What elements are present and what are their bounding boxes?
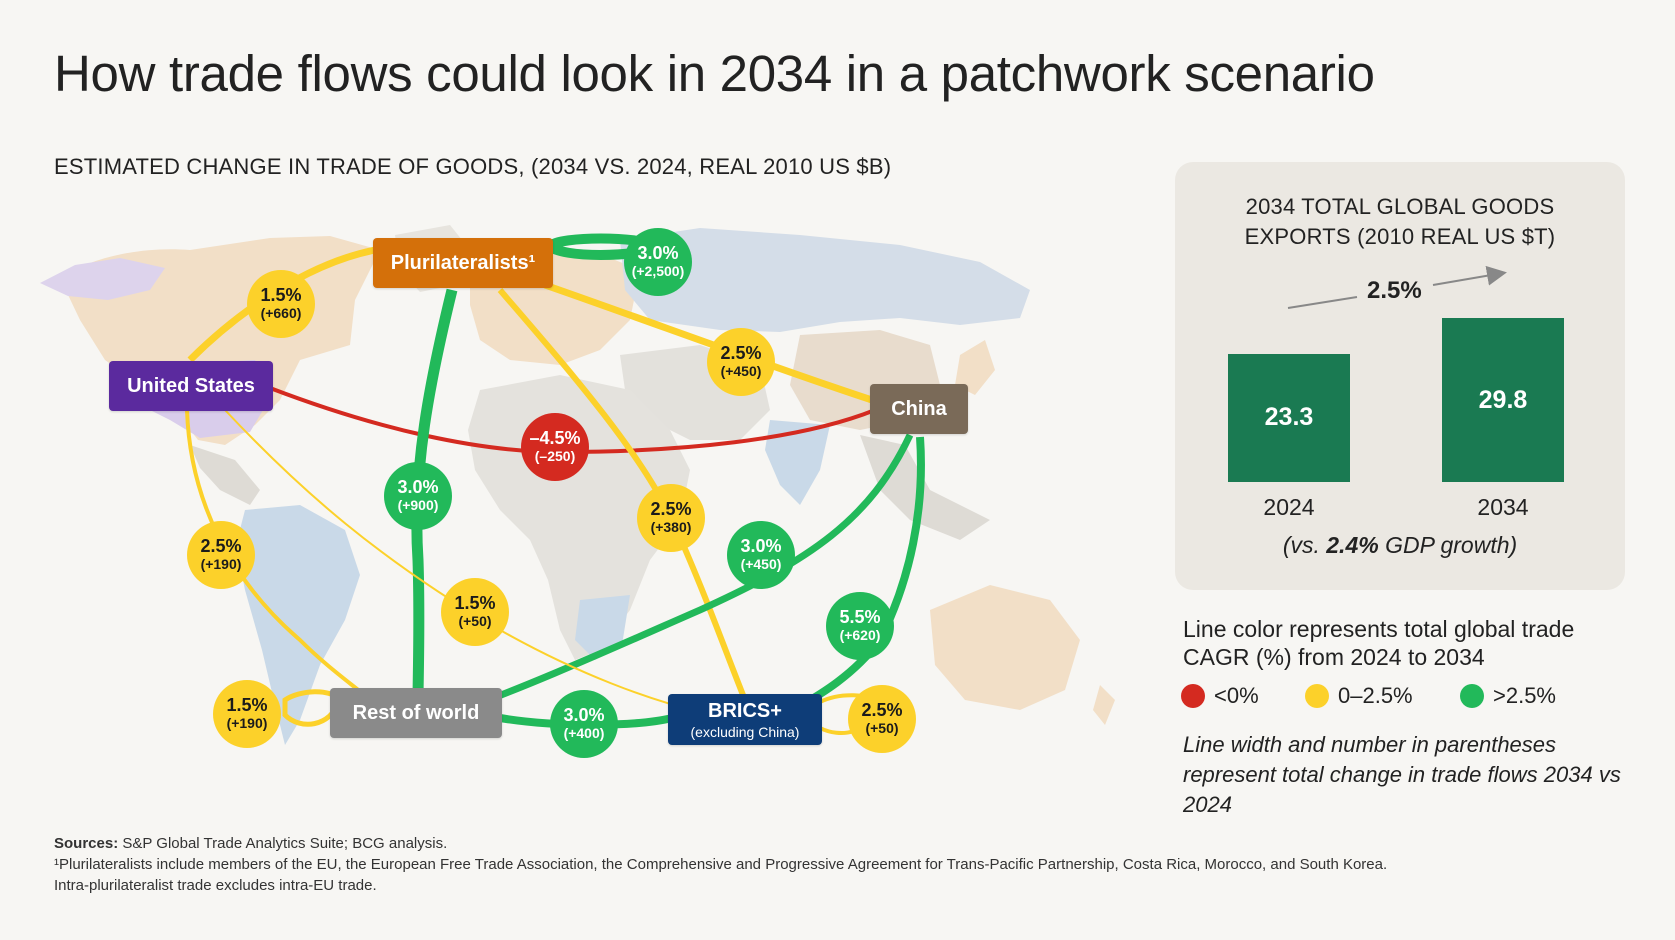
cagr-label: 2.5% [1367,277,1422,304]
node-plurilateralists: Plurilateralists¹ [373,238,553,288]
flow-amt: (+2,500) [631,263,685,280]
flow-amt: (+50) [865,720,899,737]
exports-title-line1: 2034 TOTAL GLOBAL GOODS [1245,194,1555,219]
flow-line-plurilateralists-row [411,288,458,701]
flow-pct: 1.5% [226,695,268,716]
new-zealand-shape [1093,685,1115,725]
flow-pct: 3.0% [637,243,679,264]
gdp-note-value: 2.4% [1326,532,1379,558]
exports-bar-2034: 29.8 [1442,318,1564,482]
global-exports-panel: 2034 TOTAL GLOBAL GOODS EXPORTS (2010 RE… [1175,162,1625,590]
sources-line: Sources: S&P Global Trade Analytics Suit… [54,833,1644,854]
legend-label: 0–2.5% [1338,683,1413,708]
flow-amt: (+900) [397,497,439,514]
exports-year-2024: 2024 [1263,494,1315,520]
flow-badge-plurilateralists-china: 2.5% (+450) [707,328,775,396]
flow-badge-us-brics: 1.5% (+50) [441,578,509,646]
exports-bar-2024: 23.3 [1228,353,1350,482]
node-plurilateralists-label: Plurilateralists¹ [390,251,536,274]
map-subtitle: ESTIMATED CHANGE IN TRADE OF GOODS, (203… [54,154,892,179]
flow-line-plurilateralists-china [543,281,874,404]
flow-pct: –4.5% [529,428,581,449]
flow-pct: 2.5% [200,536,242,557]
australia-shape [930,585,1080,710]
flow-badge-intra-plurilateralists: 3.0% (+2,500) [624,228,692,296]
node-rest-of-world-label: Rest of world [352,701,480,724]
footer: Sources: S&P Global Trade Analytics Suit… [54,833,1644,896]
flow-pct: 1.5% [454,593,496,614]
flow-amt: (+400) [563,725,605,742]
node-united-states: United States [109,361,273,411]
south-america-shape [236,505,360,745]
legend-item-yellow: 0–2.5% [1305,683,1413,709]
central-america-shape [190,445,260,505]
exports-title-line2: EXPORTS (2010 REAL US $T) [1244,224,1556,249]
cagr-arrow-right [1432,265,1507,286]
legend-label: <0% [1214,683,1259,708]
flow-pct: 2.5% [720,343,762,364]
flow-amt: (+190) [226,715,268,732]
node-rest-of-world: Rest of world [330,688,502,738]
exports-bar-2024-value: 23.3 [1264,403,1314,432]
flow-amt: (+50) [458,613,492,630]
flow-line-china-row [458,433,914,714]
flow-pct: 2.5% [650,499,692,520]
node-china-label: China [891,397,947,420]
gdp-note-suffix: GDP growth) [1378,532,1518,558]
flow-line-us-row [185,409,372,702]
gdp-note-prefix: (vs. [1282,532,1327,558]
node-brics-sublabel: (excluding China) [690,723,800,740]
legend-dot-red [1181,684,1205,708]
node-united-states-label: United States [127,374,255,397]
sources-text: S&P Global Trade Analytics Suite; BCG an… [118,835,448,852]
flow-pct: 3.0% [740,536,782,557]
legend-item-green: >2.5% [1460,683,1556,709]
legend-item-red: <0% [1181,683,1259,709]
flow-pct: 5.5% [839,607,881,628]
exports-year-2034: 2034 [1477,494,1529,520]
flow-pct: 1.5% [260,285,302,306]
flow-badge-intra-row: 1.5% (+190) [213,680,281,748]
flow-badge-row-brics: 3.0% (+400) [550,690,618,758]
flow-pct: 3.0% [563,705,605,726]
sources-label: Sources: [54,835,119,852]
india-shape [765,420,830,505]
legend-title: Line color represents total global trade… [1183,616,1575,670]
node-china: China [870,384,968,434]
flow-badge-china-row: 3.0% (+450) [727,521,795,589]
flow-badge-plurilateralists-row: 3.0% (+900) [384,462,452,530]
legend-label: >2.5% [1493,683,1556,708]
page-title: How trade flows could look in 2034 in a … [54,45,1375,102]
flow-badge-us-row: 2.5% (+190) [187,521,255,589]
node-brics-label: BRICS+ [708,699,782,722]
flow-amt: (+660) [260,305,302,322]
japan-shape [955,340,995,395]
flow-amt: (+380) [650,519,692,536]
flow-badge-us-china: –4.5% (–250) [521,413,589,481]
legend-note: Line width and number in parentheses rep… [1183,732,1621,817]
exports-bar-2034-value: 29.8 [1478,385,1528,414]
flow-badge-us-plurilateralists: 1.5% (+660) [247,270,315,338]
gdp-growth-note: (vs. 2.4% GDP growth) [1175,532,1625,559]
footnote-2: Intra-plurilateralist trade excludes int… [54,877,377,894]
cagr-arrow-svg [1287,265,1507,309]
alaska-shape [40,258,165,300]
flow-pct: 2.5% [861,700,903,721]
legend-dot-green [1460,684,1484,708]
russia-shape [620,228,1030,332]
flow-amt: (–250) [534,448,576,465]
flow-pct: 3.0% [397,477,439,498]
footnote-1: ¹Plurilateralists include members of the… [54,856,1388,873]
flow-badge-intra-brics: 2.5% (+50) [848,685,916,753]
cagr-arrow-left [1287,296,1358,309]
flow-amt: (+450) [740,556,782,573]
flow-badge-plurilateralists-brics: 2.5% (+380) [637,484,705,552]
node-brics: BRICS+ (excluding China) [668,694,822,745]
legend-dot-yellow [1305,684,1329,708]
exports-panel-title: 2034 TOTAL GLOBAL GOODS EXPORTS (2010 RE… [1175,192,1625,252]
flow-badge-china-brics: 5.5% (+620) [826,592,894,660]
flow-amt: (+620) [839,627,881,644]
flow-amt: (+190) [200,556,242,573]
flow-amt: (+450) [720,363,762,380]
